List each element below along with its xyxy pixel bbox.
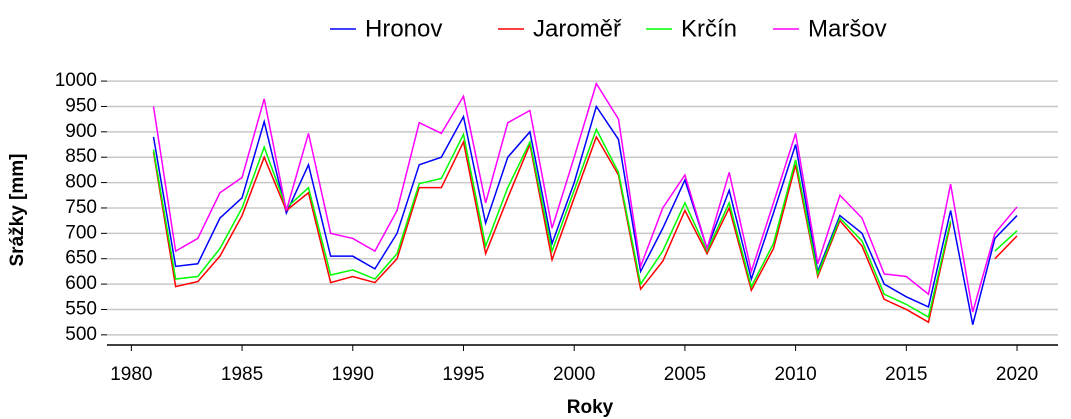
y-tick-label: 850 <box>65 146 97 167</box>
y-tick-label: 600 <box>65 273 97 294</box>
legend-label: Maršov <box>808 15 887 42</box>
line-series <box>152 104 1018 325</box>
x-tick-label: 2015 <box>885 364 927 385</box>
x-tick-label: 2010 <box>774 364 816 385</box>
legend-label: Jaroměř <box>533 15 622 42</box>
y-tick-label: 900 <box>65 121 97 142</box>
x-axis-label: Roky <box>567 397 614 418</box>
x-tick-label: 1990 <box>332 364 374 385</box>
y-tick-label: 500 <box>65 324 97 345</box>
x-tick-label: 2020 <box>996 364 1038 385</box>
x-tick-label: 1985 <box>221 364 263 385</box>
line-series <box>152 135 1018 324</box>
y-tick-label: 550 <box>65 298 97 319</box>
x-tick-label: 2000 <box>553 364 595 385</box>
legend-label: Hronov <box>365 15 442 42</box>
y-tick-label: 700 <box>65 222 97 243</box>
y-tick-label: 950 <box>65 95 97 116</box>
legend-label: Krčín <box>681 15 737 42</box>
x-tick-label: 1995 <box>442 364 484 385</box>
y-tick-label: 650 <box>65 248 97 269</box>
y-tick-label: 750 <box>65 197 97 218</box>
y-axis-label: Srážky [mm] <box>7 154 28 267</box>
x-tick-label: 1980 <box>110 364 152 385</box>
x-tick-label: 2005 <box>664 364 706 385</box>
y-tick-label: 800 <box>65 172 97 193</box>
y-tick-label: 1000 <box>55 70 97 91</box>
line-series <box>152 81 1018 313</box>
